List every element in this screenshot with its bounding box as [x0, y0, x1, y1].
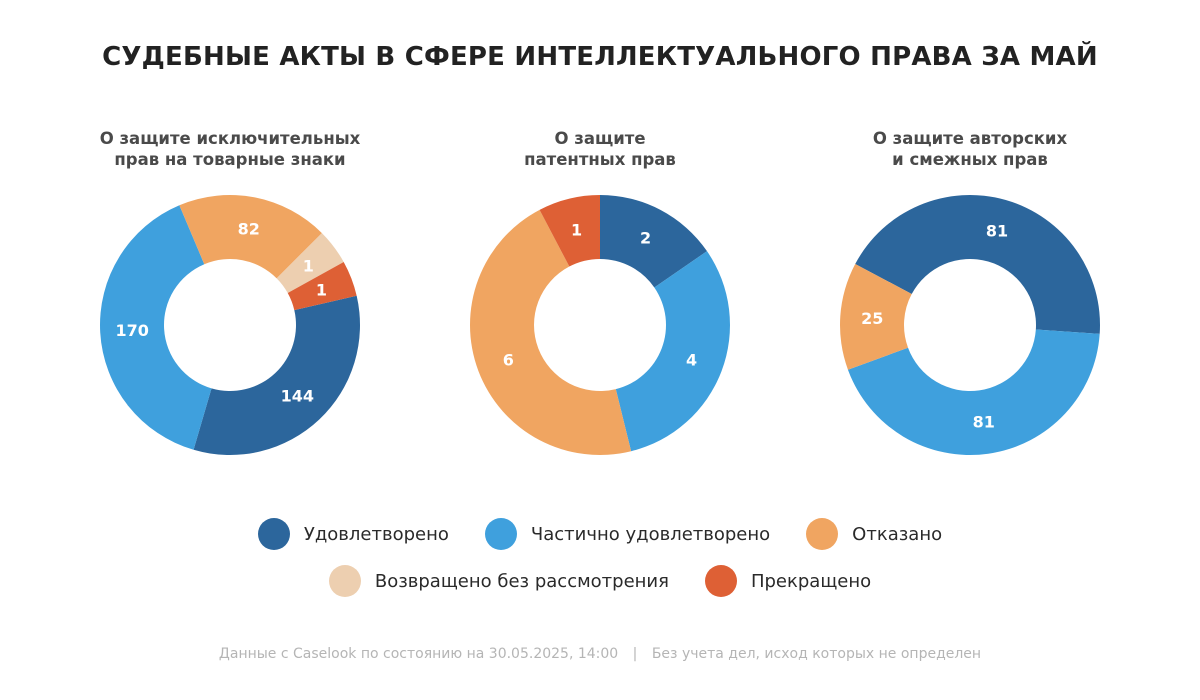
legend-dot-icon: [328, 565, 361, 597]
subtitle-copyright: О защите авторских и смежных прав: [810, 128, 1130, 170]
subtitle-patents: О защите патентных прав: [440, 128, 760, 170]
subtitle-line: О защите авторских: [872, 129, 1068, 148]
legend-item-partially: Частично удовлетворено: [484, 518, 771, 550]
legend-item-returned: Возвращено без рассмотрения: [328, 565, 669, 597]
footer-disclaimer: Без учета дел, исход которых не определе…: [651, 646, 982, 662]
slice-value-label: 81: [986, 221, 1008, 240]
legend-row-2: Возвращено без рассмотрения Прекращено: [0, 565, 1200, 597]
donut-slice-terminated: [287, 261, 357, 311]
legend-label: Возвращено без рассмотрения: [374, 570, 669, 592]
slice-value-label: 6: [503, 350, 514, 369]
slice-value-label: 82: [238, 219, 260, 238]
legend-dot-icon: [484, 518, 517, 550]
donut-slice-satisfied: [193, 295, 360, 455]
subtitle-line: прав на товарные знаки: [114, 150, 346, 169]
legend-label: Прекращено: [750, 570, 872, 592]
donut-slice-refused: [840, 263, 912, 370]
legend-dot-icon: [806, 518, 839, 550]
donut-chart-patents: 2 4 6 1: [469, 195, 730, 455]
donut-slice-refused: [469, 209, 632, 455]
slice-value-label: 81: [973, 413, 995, 432]
subtitle-line: и смежных прав: [892, 150, 1048, 169]
legend-item-satisfied: Удовлетворено: [257, 518, 449, 550]
chart-title: СУДЕБНЫЕ АКТЫ В СФЕРЕ ИНТЕЛЛЕКТУАЛЬНОГО …: [102, 42, 1098, 72]
donut-slice-partially: [99, 205, 212, 450]
donut-slice-satisfied: [600, 195, 707, 288]
legend-item-terminated: Прекращено: [704, 565, 872, 597]
subtitle-trademarks: О защите исключительных прав на товарные…: [70, 128, 390, 170]
slice-value-label: 2: [640, 229, 651, 248]
slice-value-label: 170: [115, 321, 148, 340]
footer-separator: |: [632, 646, 638, 662]
footer-source: Данные с Caselook по состоянию на 30.05.…: [218, 646, 619, 662]
slice-value-label: 25: [861, 309, 883, 328]
slice-value-label: 1: [303, 257, 314, 276]
donut-slice-returned: [276, 233, 344, 294]
donut-chart-copyright: 81 81 25: [840, 195, 1100, 455]
legend-item-refused: Отказано: [806, 518, 942, 550]
legend-dot-icon: [704, 565, 737, 597]
legend-label: Удовлетворено: [303, 523, 449, 545]
donut-slice-partially: [615, 251, 730, 452]
donut-slice-terminated: [539, 195, 600, 267]
slice-value-label: 1: [316, 280, 327, 299]
subtitle-line: О защите исключительных: [99, 129, 361, 148]
slice-value-label: 144: [281, 387, 314, 406]
slice-value-label: 1: [571, 220, 582, 239]
donut-slice-refused: [179, 195, 322, 279]
footer-note: Данные с Caselook по состоянию на 30.05.…: [0, 646, 1200, 662]
subtitle-line: О защите: [554, 129, 646, 148]
slice-value-label: 4: [686, 350, 697, 369]
donut-slice-satisfied: [855, 195, 1100, 334]
legend-row-1: Удовлетворено Частично удовлетворено Отк…: [0, 518, 1200, 550]
donut-chart-trademarks: 144 170 82 11: [99, 195, 360, 455]
donut-slice-partially: [847, 329, 1100, 455]
legend-label: Отказано: [852, 523, 943, 545]
legend-dot-icon: [257, 518, 290, 550]
subtitle-line: патентных прав: [524, 150, 676, 169]
legend-label: Частично удовлетворено: [530, 523, 771, 545]
